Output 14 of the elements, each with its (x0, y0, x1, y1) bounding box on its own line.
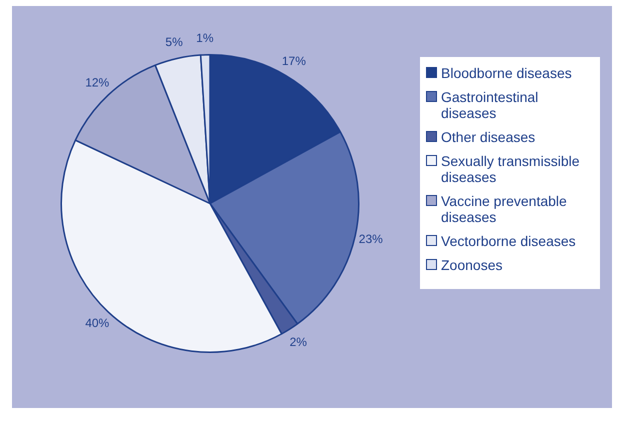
data-label: 2% (290, 334, 308, 349)
legend-label: Vectorborne diseases (441, 233, 576, 249)
legend-label: Other diseases (441, 129, 536, 145)
data-label: 23% (358, 232, 384, 246)
legend-label: Vaccine preventable diseases (441, 193, 568, 225)
data-label: 17% (282, 54, 306, 68)
data-label: 1% (196, 31, 214, 46)
legend-label: Bloodborne diseases (441, 65, 572, 81)
legend-label: Zoonoses (441, 257, 502, 273)
legend-label: Sexually transmissible diseases (441, 153, 580, 185)
data-label: 40% (85, 316, 110, 330)
data-label: 12% (85, 76, 110, 90)
data-label: 5% (165, 35, 184, 50)
legend-label: Gastrointestinal diseases (441, 89, 540, 121)
